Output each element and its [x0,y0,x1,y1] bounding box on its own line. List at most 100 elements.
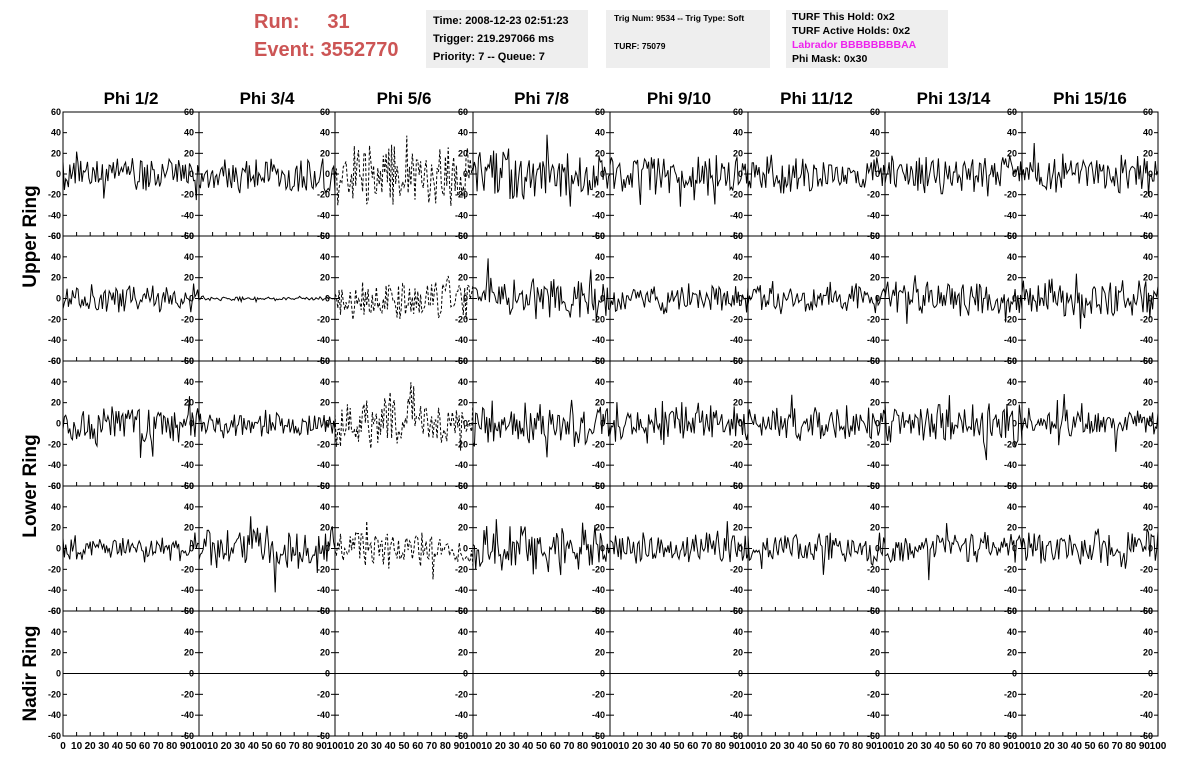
x-tick-label: 30 [371,741,383,752]
y-tick-label: -40 [730,460,743,470]
y-tick-label: -40 [317,585,330,595]
x-tick-label: 80 [440,741,452,752]
y-tick-label: -20 [317,689,330,699]
y-tick-label: -40 [1004,585,1017,595]
panel-frame [334,360,474,487]
column-title: Phi 1/2 [104,89,159,108]
event-label: Event: [254,39,316,61]
y-tick-label: 40 [184,252,194,262]
y-tick-label: 0 [189,294,194,304]
x-tick-label: 70 [153,741,165,752]
x-tick-label: 50 [1084,741,1096,752]
y-tick-label: 0 [463,544,468,554]
y-tick-label: -40 [1140,210,1153,220]
y-tick-label: 20 [733,398,743,408]
x-tick-label: 50 [261,741,273,752]
run-label: Run: [254,11,300,33]
y-tick-label: 40 [870,627,880,637]
x-tick-label: 90 [591,741,603,752]
y-tick-label: 40 [1007,377,1017,387]
x-tick-label: 40 [660,741,672,752]
y-tick-label: -20 [455,439,468,449]
x-tick-label: 80 [852,741,864,752]
y-tick-label: 0 [1012,419,1017,429]
y-tick-label-left: -20 [48,564,61,574]
panel-frame [198,360,336,487]
y-tick-label: 40 [1143,128,1153,138]
waveform-trace [609,155,749,207]
y-tick-label: 40 [733,128,743,138]
x-tick-label: 20 [357,741,369,752]
y-tick-label: 40 [1143,627,1153,637]
y-tick-label: 0 [1012,294,1017,304]
y-tick-label: 60 [1007,107,1017,117]
y-tick-label: 60 [458,481,468,491]
y-tick-label-left: 60 [51,606,61,616]
y-tick-label: 40 [733,252,743,262]
y-tick-label: 20 [1007,273,1017,283]
column-title: Phi 13/14 [917,89,991,108]
y-tick-label: -60 [181,731,194,741]
x-tick-label: 30 [98,741,110,752]
y-tick-label: 40 [1143,377,1153,387]
y-tick-label: 20 [870,273,880,283]
y-tick-label-left: 40 [51,128,61,138]
y-tick-label: 20 [595,523,605,533]
y-tick-label: -40 [1004,710,1017,720]
x-tick-label: 40 [934,741,946,752]
y-tick-label: 60 [870,606,880,616]
y-tick-label: -20 [181,564,194,574]
y-tick-label: 20 [870,523,880,533]
y-tick-label: 40 [1007,252,1017,262]
x-tick-label: 40 [522,741,534,752]
y-tick-label: -60 [455,731,468,741]
time-trigger-box: Time: 2008-12-23 02:51:23 Trigger: 219.2… [426,10,588,68]
y-tick-label: -20 [317,564,330,574]
y-tick-label: 0 [1148,419,1153,429]
y-tick-label: 40 [458,377,468,387]
waveform-trace [747,154,886,194]
x-tick-label: 100 [1150,741,1167,752]
x-tick-label: 40 [385,741,397,752]
x-tick-label: 80 [302,741,314,752]
x-tick-label: 60 [275,741,287,752]
y-tick-label: 60 [1143,606,1153,616]
y-tick-label: 20 [595,148,605,158]
y-tick-label: -40 [867,210,880,220]
y-tick-label-left: -60 [48,606,61,616]
x-tick-label: 10 [1030,741,1042,752]
waveform-trace [1021,528,1159,569]
y-tick-label: 60 [458,356,468,366]
x-tick-label: 100 [327,741,344,752]
y-tick-label-left: 60 [51,481,61,491]
y-tick-label: 0 [738,419,743,429]
y-tick-label-left: -20 [48,190,61,200]
y-tick-label: 20 [320,398,330,408]
y-tick-label: 0 [875,169,880,179]
x-tick-label: 40 [797,741,809,752]
x-tick-label: 10 [756,741,768,752]
x-tick-label: 70 [1112,741,1124,752]
y-tick-label: 60 [320,107,330,117]
y-tick-label: -40 [867,710,880,720]
y-tick-label: 20 [1143,648,1153,658]
x-tick-label: 80 [1125,741,1137,752]
y-tick-label: 40 [458,128,468,138]
y-tick-label: -40 [592,585,605,595]
panel-frame [884,360,1023,487]
x-tick-label: 90 [866,741,878,752]
x-tick-label: 70 [838,741,850,752]
y-tick-label: 0 [738,169,743,179]
x-tick-label: 60 [962,741,974,752]
y-tick-label: -40 [1004,335,1017,345]
x-tick-label: 20 [770,741,782,752]
column-title: Phi 15/16 [1053,89,1127,108]
y-tick-label: -20 [1140,439,1153,449]
y-tick-label-left: -40 [48,460,61,470]
x-tick-label: 20 [1044,741,1056,752]
y-tick-label: 0 [189,169,194,179]
y-tick-label-left: -20 [48,439,61,449]
y-tick-label: 60 [1143,231,1153,241]
waveform-trace [198,295,336,304]
y-tick-label: -20 [730,314,743,324]
